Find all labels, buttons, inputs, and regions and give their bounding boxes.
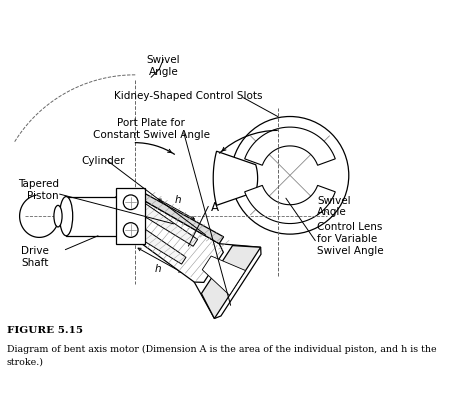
- Polygon shape: [116, 188, 145, 244]
- Text: Port Plate for
Constant Swivel Angle: Port Plate for Constant Swivel Angle: [92, 118, 209, 140]
- Text: Diagram of bent axis motor (Dimension A is the area of the individual piston, an: Diagram of bent axis motor (Dimension A …: [6, 345, 435, 366]
- Ellipse shape: [111, 197, 121, 236]
- Circle shape: [123, 223, 138, 237]
- Polygon shape: [244, 185, 334, 223]
- Text: Kidney-Shaped Control Slots: Kidney-Shaped Control Slots: [113, 91, 262, 101]
- Polygon shape: [202, 256, 245, 295]
- Polygon shape: [244, 127, 334, 165]
- Text: Swivel
Angle: Swivel Angle: [146, 55, 180, 77]
- Text: Drive
Shaft: Drive Shaft: [21, 246, 49, 268]
- Polygon shape: [141, 193, 223, 244]
- Polygon shape: [121, 199, 223, 282]
- Text: FIGURE 5.15: FIGURE 5.15: [6, 326, 82, 335]
- Text: Swivel
Angle: Swivel Angle: [316, 195, 350, 217]
- Polygon shape: [138, 204, 197, 246]
- Ellipse shape: [60, 197, 72, 236]
- Text: h: h: [174, 195, 181, 205]
- Text: A: A: [210, 201, 218, 214]
- Ellipse shape: [54, 206, 62, 227]
- Text: Cylinder: Cylinder: [81, 156, 125, 166]
- Polygon shape: [194, 244, 260, 319]
- Text: Control Lens
for Variable
Swivel Angle: Control Lens for Variable Swivel Angle: [316, 222, 383, 256]
- Polygon shape: [127, 221, 186, 264]
- Text: Tapered
Piston: Tapered Piston: [18, 179, 59, 201]
- Circle shape: [231, 116, 348, 234]
- Polygon shape: [66, 197, 116, 236]
- Circle shape: [123, 195, 138, 210]
- Text: h: h: [155, 264, 161, 274]
- Polygon shape: [213, 151, 257, 205]
- Polygon shape: [201, 245, 260, 319]
